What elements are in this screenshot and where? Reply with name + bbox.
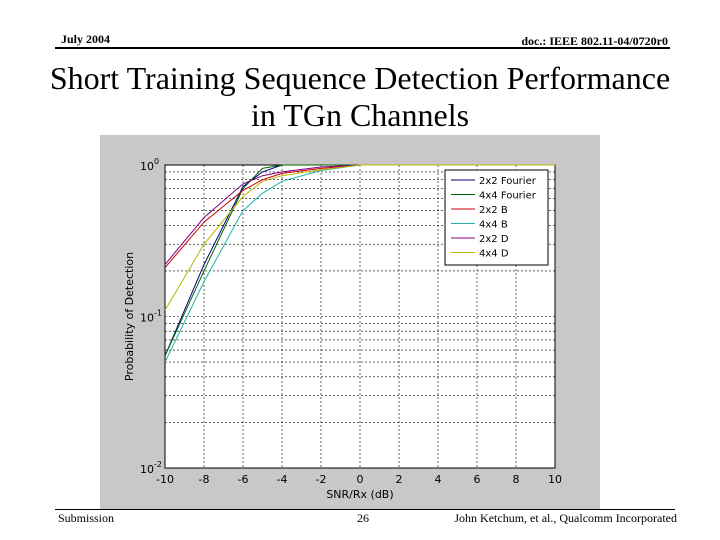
x-tick-label: -4: [277, 473, 288, 486]
legend-box: [444, 169, 549, 266]
y-tick-label: 100: [140, 157, 159, 173]
footer-rule: [55, 509, 675, 510]
series-line: [164, 164, 555, 311]
x-tick-label: 10: [548, 473, 562, 486]
legend-label: 2x2 D: [479, 234, 509, 245]
y-tick-label: 10-2: [140, 460, 162, 476]
header-doc-id: doc.: IEEE 802.11-04/0720r0: [521, 34, 668, 48]
x-tick-label: 4: [435, 473, 442, 486]
y-axis-label: Probability of Detection: [123, 252, 136, 381]
legend-label: 4x4 B: [479, 220, 508, 231]
x-tick-label: 8: [513, 473, 520, 486]
legend-label: 2x2 Fourier: [479, 176, 537, 187]
x-tick-label: -10: [156, 473, 174, 486]
x-tick-label: -2: [316, 473, 327, 486]
x-axis-label: SNR/Rx (dB): [326, 488, 393, 501]
header-rule: [55, 47, 670, 49]
legend: 2x2 Fourier 4x4 Fourier 2x2 B 4x4 B 2x2 D 4x4…: [444, 169, 549, 266]
slide-title-line-1: Short Training Sequence Detection Perfor…: [49, 60, 671, 96]
y-tick-label: 10-1: [140, 309, 162, 325]
legend-label: 4x4 Fourier: [479, 191, 537, 202]
slide-title-line-2: in TGn Channels: [250, 97, 470, 133]
x-tick-labels: -10 -8 -6 -4 -2 0 2 4 6 8 10: [156, 473, 562, 486]
detection-performance-chart: -10 -8 -6 -4 -2 0 2 4 6 8 10 100 10-1 10-2 SNR/Rx (d…: [100, 135, 600, 510]
footer-submission: Submission: [58, 511, 115, 525]
series-lines: [164, 164, 555, 363]
footer-page-number: 26: [357, 511, 369, 525]
legend-label: 2x2 B: [479, 205, 508, 216]
slide-title: Short Training Sequence Detection Perfor…: [0, 60, 720, 134]
x-tick-label: -6: [238, 473, 249, 486]
x-tick-label: 0: [357, 473, 364, 486]
y-tick-labels: 100 10-1 10-2: [140, 157, 162, 476]
x-tick-label: -8: [199, 473, 210, 486]
header-date: July 2004: [61, 32, 111, 46]
x-tick-label: 2: [396, 473, 403, 486]
legend-label: 4x4 D: [479, 249, 509, 260]
footer-authors: John Ketchum, et al., Qualcomm Incorpora…: [454, 511, 677, 525]
x-tick-label: 6: [474, 473, 481, 486]
